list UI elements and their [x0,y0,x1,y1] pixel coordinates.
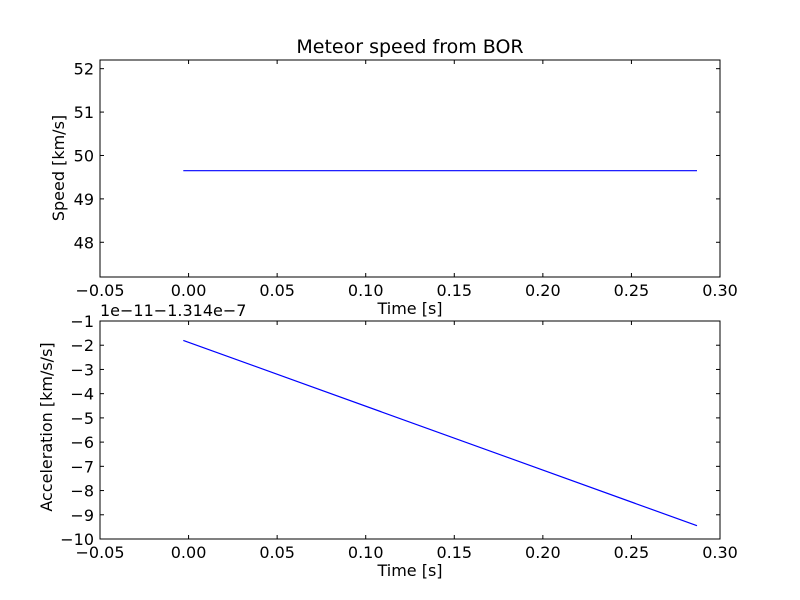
acceleration-series [183,339,698,527]
acceleration-series-line-0 [183,339,698,527]
acceleration-y-tick-label: −6 [70,433,94,452]
acceleration-y-tick-label: −4 [70,385,94,404]
speed-plot-frame [99,59,721,278]
speed-x-tick-label: 0.25 [614,281,650,300]
speed-y-tick-label: 50 [74,146,94,165]
acceleration-x-tick-label: 0.25 [614,543,650,562]
acceleration-x-tick-label: 0.00 [171,543,207,562]
speed-y-ticks: 48 49 50 51 52 [74,60,720,252]
speed-y-tick-label: 48 [74,233,94,252]
speed-x-tick-label: −0.05 [75,281,124,300]
acceleration-axes: 1e−11−1.314e−7 −0.05 0.00 0.05 0.10 0.15 0.20… [37,301,738,580]
speed-y-tick-label: 52 [74,60,94,79]
speed-x-axis-label: Time [s] [376,299,442,318]
acceleration-x-tick-label: 0.30 [702,543,738,562]
acceleration-y-tick-label: −5 [70,409,94,428]
acceleration-x-tick-label: 0.15 [436,543,472,562]
speed-y-axis-label: Speed [km/s] [49,115,68,221]
acceleration-y-axis-label: Acceleration [km/s/s] [37,342,56,511]
acceleration-y-tick-label: −10 [60,530,94,549]
acceleration-x-tick-label: 0.10 [348,543,384,562]
speed-x-tick-label: 0.05 [259,281,295,300]
speed-axes: Meteor speed from BOR −0.05 0.00 0.05 0.10 0… [49,36,738,318]
acceleration-y-tick-label: −3 [70,360,94,379]
acceleration-x-tick-label: 0.05 [259,543,295,562]
speed-x-tick-label: 0.30 [702,281,738,300]
acceleration-y-tick-label: −7 [70,457,94,476]
speed-x-tick-label: 0.00 [171,281,207,300]
chart-title: Meteor speed from BOR [296,36,523,58]
acceleration-x-tick-label: 0.20 [525,543,561,562]
acceleration-y-tick-label: −1 [70,312,94,331]
acceleration-plot-frame [99,320,721,540]
acceleration-offset-text: 1e−11−1.314e−7 [100,301,246,320]
acceleration-x-axis-label: Time [s] [376,561,442,580]
acceleration-y-tick-label: −2 [70,336,94,355]
speed-y-tick-label: 49 [74,190,94,209]
speed-y-tick-label: 51 [74,103,94,122]
acceleration-y-tick-label: −8 [70,482,94,501]
acceleration-x-tick-label: −0.05 [75,543,124,562]
speed-x-tick-label: 0.20 [525,281,561,300]
acceleration-x-ticks: −0.05 0.00 0.05 0.10 0.15 0.20 0.25 0.30 [75,321,738,562]
speed-x-ticks: −0.05 0.00 0.05 0.10 0.15 0.20 0.25 0.30 [75,60,738,300]
speed-x-tick-label: 0.10 [348,281,384,300]
speed-x-tick-label: 0.15 [436,281,472,300]
acceleration-y-ticks: −10 −9 −8 −7 −6 −5 −4 −3 −2 −1 [60,312,720,549]
acceleration-y-tick-label: −9 [70,506,94,525]
